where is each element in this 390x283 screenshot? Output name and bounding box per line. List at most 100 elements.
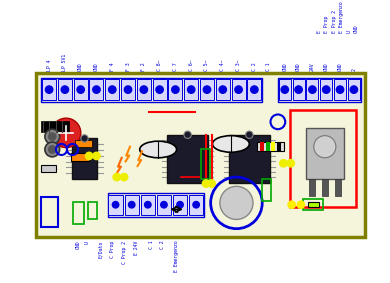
Circle shape <box>177 201 183 208</box>
Bar <box>35 73 365 237</box>
Bar <box>320 80 332 100</box>
Circle shape <box>49 133 56 140</box>
Bar <box>348 80 360 100</box>
Bar <box>303 199 323 210</box>
Text: LP 4: LP 4 <box>46 60 51 71</box>
Circle shape <box>45 86 53 93</box>
Circle shape <box>85 152 93 160</box>
Bar <box>257 142 284 151</box>
Circle shape <box>219 86 227 93</box>
Circle shape <box>61 86 69 93</box>
Circle shape <box>297 201 305 208</box>
Text: E Emergenzo: E Emergenzo <box>174 241 179 272</box>
Text: C 3~: C 3~ <box>236 60 241 71</box>
Bar <box>266 142 269 151</box>
Bar <box>141 195 155 215</box>
Text: E Prop: E Prop <box>324 16 329 33</box>
Circle shape <box>202 180 210 187</box>
Circle shape <box>145 201 151 208</box>
Circle shape <box>208 180 215 187</box>
Circle shape <box>309 86 316 93</box>
Bar <box>279 80 291 100</box>
Bar <box>108 193 204 217</box>
Bar <box>261 142 264 151</box>
Bar <box>74 80 88 100</box>
Bar <box>322 179 328 196</box>
Circle shape <box>281 86 289 93</box>
Circle shape <box>140 86 147 93</box>
Bar <box>232 80 246 100</box>
Circle shape <box>336 86 344 93</box>
Circle shape <box>295 86 302 93</box>
Bar <box>173 195 187 215</box>
Circle shape <box>188 86 195 93</box>
Bar <box>58 80 72 100</box>
Text: F 4: F 4 <box>110 63 115 71</box>
Bar <box>278 78 361 102</box>
Text: GND: GND <box>324 63 329 71</box>
Text: C 7: C 7 <box>173 63 178 71</box>
Circle shape <box>220 186 253 219</box>
Ellipse shape <box>213 136 249 152</box>
Circle shape <box>184 131 191 138</box>
Circle shape <box>128 201 135 208</box>
Bar <box>124 195 139 215</box>
Ellipse shape <box>140 141 177 158</box>
Bar <box>41 78 262 102</box>
Circle shape <box>93 152 100 160</box>
Bar <box>229 135 269 183</box>
Bar <box>307 80 318 100</box>
Bar <box>277 142 281 151</box>
Bar <box>72 138 98 179</box>
Circle shape <box>203 86 211 93</box>
Circle shape <box>51 118 81 148</box>
Circle shape <box>314 136 336 158</box>
Bar <box>121 80 135 100</box>
Bar <box>42 80 56 100</box>
Text: E: E <box>317 31 322 33</box>
Text: C 5~: C 5~ <box>204 60 209 71</box>
Text: GND: GND <box>282 63 287 71</box>
Text: C 8~: C 8~ <box>157 60 162 71</box>
Text: GND: GND <box>296 63 301 71</box>
Circle shape <box>280 160 287 167</box>
Bar <box>184 80 198 100</box>
Bar <box>75 140 92 147</box>
Bar <box>41 165 56 173</box>
Bar <box>335 179 340 196</box>
Bar <box>167 135 208 183</box>
Circle shape <box>172 86 179 93</box>
Bar <box>108 195 123 215</box>
Text: C 2: C 2 <box>252 63 257 71</box>
Bar <box>152 80 167 100</box>
Bar <box>157 195 171 215</box>
Bar <box>309 179 315 196</box>
Circle shape <box>112 201 119 208</box>
Circle shape <box>49 146 56 153</box>
Text: GND: GND <box>354 25 359 33</box>
Bar <box>216 80 230 100</box>
Text: LP 5V1: LP 5V1 <box>62 54 67 71</box>
Bar <box>105 80 119 100</box>
Bar <box>41 121 69 132</box>
Bar <box>200 80 214 100</box>
Text: C 6~: C 6~ <box>189 60 194 71</box>
Bar <box>41 197 58 227</box>
Circle shape <box>235 86 242 93</box>
Text: E/Dato: E/Dato <box>98 241 103 258</box>
Bar <box>262 179 271 201</box>
Bar <box>189 195 203 215</box>
Circle shape <box>124 86 132 93</box>
Circle shape <box>288 201 295 208</box>
Circle shape <box>161 201 167 208</box>
Text: E Prop 2: E Prop 2 <box>332 10 337 33</box>
Circle shape <box>45 129 60 144</box>
Circle shape <box>350 86 358 93</box>
Circle shape <box>81 135 88 142</box>
Circle shape <box>121 173 128 181</box>
Circle shape <box>45 142 60 157</box>
Text: C Prop: C Prop <box>110 241 115 258</box>
Circle shape <box>77 86 84 93</box>
Bar <box>73 202 83 224</box>
Circle shape <box>93 86 100 93</box>
